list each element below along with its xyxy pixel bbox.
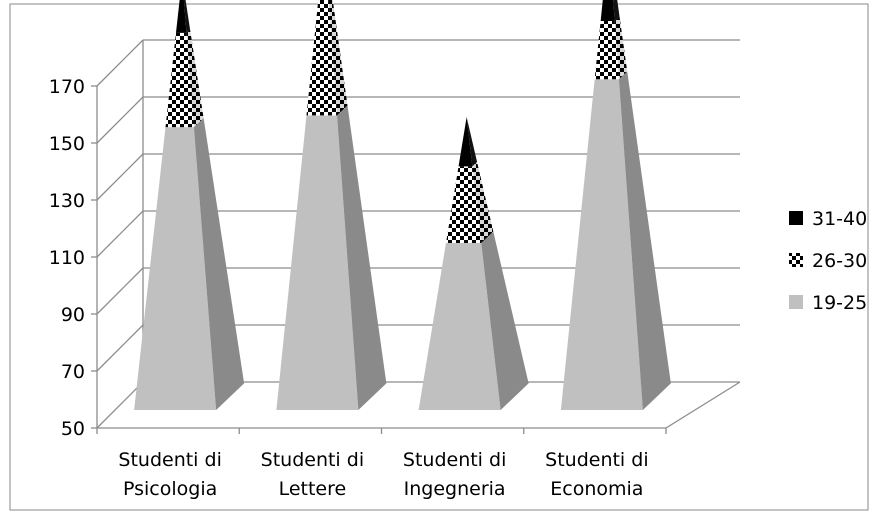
segment-19-25-side (481, 231, 529, 410)
segment-19-25-front (418, 242, 501, 410)
gridline-side (96, 39, 144, 87)
gridline-side (96, 96, 144, 144)
segment-26-30-front (594, 20, 619, 80)
gridlines (96, 39, 740, 429)
y-tick-label: 50 (61, 418, 85, 440)
category-label: Studenti di (118, 449, 221, 471)
y-tick-label: 170 (49, 76, 85, 98)
segment-19-25-side (618, 71, 671, 411)
segment-31-40-side (466, 117, 478, 167)
category-label: Studenti di (545, 449, 648, 471)
category-label: Economia (550, 478, 643, 500)
legend-item-31-40: 31-40 (789, 208, 867, 230)
y-tick-label: 150 (49, 133, 85, 155)
segment-26-30-front (165, 32, 194, 128)
category-label: Psicologia (123, 478, 217, 500)
segment-26-30-side (328, 0, 348, 116)
segment-19-25-side (337, 105, 387, 410)
legend-label: 19-25 (812, 292, 867, 314)
chart-border (9, 3, 869, 511)
y-tick-label: 70 (61, 361, 85, 383)
legend-swatch (789, 253, 803, 267)
pyramid-2 (276, 0, 387, 410)
legend: 31-40 26-30 19-25 (789, 208, 867, 314)
segment-31-40-front (175, 0, 187, 33)
segment-19-25-side (193, 117, 245, 410)
segment-31-40-front (600, 0, 615, 21)
legend-item-19-25: 19-25 (789, 292, 867, 314)
segment-31-40-front (458, 117, 473, 167)
gridline-side (96, 381, 144, 429)
y-tick-label: 130 (49, 190, 85, 212)
pyramid-1 (134, 0, 245, 411)
legend-label: 31-40 (812, 208, 867, 230)
pyramid-4 (560, 0, 671, 411)
segment-26-30-front (306, 0, 338, 116)
segment-19-25-front (560, 79, 643, 410)
gridline-side (96, 153, 144, 201)
segment-19-25-front (276, 115, 359, 410)
y-tick-label: 90 (61, 304, 85, 326)
category-labels: Studenti di Psicologia Studenti di Lettere S… (118, 449, 648, 500)
legend-swatch (789, 295, 803, 309)
segment-26-30-side (472, 161, 494, 243)
segment-31-40-side (613, 0, 620, 21)
pyramids (134, 0, 671, 411)
y-tick-label: 110 (49, 247, 85, 269)
chart-frame (9, 3, 869, 511)
category-label: Lettere (279, 478, 347, 500)
category-label: Studenti di (261, 449, 364, 471)
gridline-side (96, 267, 144, 315)
legend-label: 26-30 (812, 250, 867, 272)
segment-31-40-side (183, 0, 191, 33)
segment-26-30-front (445, 166, 482, 243)
segment-19-25-front (134, 127, 217, 411)
category-label: Ingegneria (404, 478, 506, 500)
legend-swatch (789, 211, 803, 225)
pyramid-3 (418, 117, 529, 410)
y-tick-labels: 50 70 90 110 130 150 170 (49, 76, 85, 440)
legend-item-26-30: 26-30 (789, 250, 867, 272)
segment-26-30-side (614, 16, 628, 80)
segment-26-30-side (186, 29, 204, 128)
category-label: Studenti di (403, 449, 506, 471)
gridline-side (96, 210, 144, 258)
gridline-side (96, 324, 144, 372)
